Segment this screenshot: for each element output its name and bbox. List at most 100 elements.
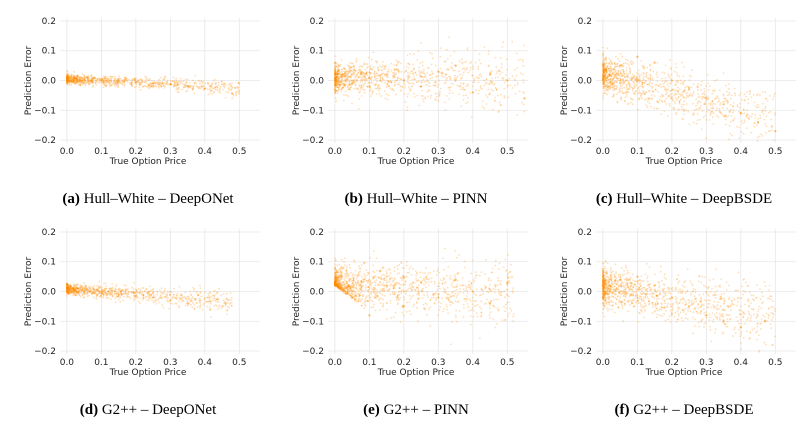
scatter-point (412, 82, 414, 84)
scatter-point (138, 79, 140, 81)
scatter-point (414, 96, 416, 98)
scatter-point (138, 86, 140, 88)
scatter-point (676, 80, 678, 82)
scatter-point (479, 59, 481, 61)
scatter-point (728, 115, 730, 117)
scatter-point (164, 290, 166, 292)
scatter-point (741, 99, 743, 101)
scatter-point (486, 103, 488, 105)
scatter-point (175, 85, 177, 87)
scatter-point (756, 94, 758, 96)
scatter-point (355, 76, 357, 78)
scatter-point (489, 83, 491, 85)
scatter-point (666, 98, 668, 100)
scatter-point (436, 96, 438, 98)
scatter-point (376, 62, 378, 64)
scatter-point (350, 272, 352, 274)
scatter-point (113, 82, 115, 84)
scatter-point (155, 85, 157, 87)
scatter-point (710, 113, 712, 115)
scatter-point (498, 289, 500, 291)
scatter-point (712, 103, 714, 105)
scatter-point (704, 102, 706, 104)
scatter-point (374, 71, 376, 73)
scatter-point (464, 267, 466, 269)
scatter-point (756, 107, 758, 109)
scatter-point (400, 85, 402, 87)
scatter-point (418, 70, 420, 72)
scatter-point (608, 63, 610, 65)
scatter-point (350, 86, 352, 88)
scatter-point (602, 53, 604, 55)
scatter-point (669, 75, 671, 77)
scatter-point (171, 80, 173, 82)
scatter-point (683, 84, 685, 86)
scatter-point (371, 93, 373, 95)
scatter-point (392, 291, 394, 293)
scatter-point (118, 75, 120, 77)
scatter-point (372, 91, 374, 93)
scatter-point (386, 318, 388, 320)
scatter-point (519, 90, 521, 92)
scatter-point (215, 89, 217, 91)
scatter-point (95, 80, 97, 82)
scatter-point (408, 87, 410, 89)
scatter-point (621, 90, 623, 92)
scatter-point (93, 85, 95, 87)
scatter-point (664, 81, 666, 83)
scatter-point (509, 78, 511, 80)
scatter-point (345, 90, 347, 92)
scatter-point (512, 75, 514, 77)
scatter-point (482, 101, 484, 103)
scatter-point (151, 293, 153, 295)
scatter-point (348, 274, 350, 276)
scatter-point (647, 97, 649, 99)
scatter-point (632, 90, 634, 92)
scatter-point (602, 83, 604, 85)
scatter-point (407, 81, 409, 83)
scatter-point (468, 287, 470, 289)
scatter-point (138, 81, 140, 83)
scatter-point (132, 81, 134, 83)
scatter-point (660, 86, 662, 88)
scatter-point (196, 302, 198, 304)
scatter-point (423, 79, 425, 81)
scatter-point (169, 294, 171, 296)
scatter-point (692, 103, 694, 105)
scatter-point (616, 86, 618, 88)
scatter-point (715, 98, 717, 100)
scatter-point (376, 257, 378, 259)
scatter-point (623, 87, 625, 89)
scatter-point (387, 99, 389, 101)
scatter-point (645, 98, 647, 100)
scatter-point (373, 51, 375, 53)
scatter-point (375, 88, 377, 90)
scatter-point (447, 78, 449, 80)
scatter-point (643, 79, 645, 81)
scatter-point (209, 309, 211, 311)
scatter-point (155, 303, 157, 305)
scatter-point (605, 79, 607, 81)
scatter-point (733, 119, 735, 121)
scatter-point (725, 85, 727, 87)
scatter-point (498, 69, 500, 71)
scatter-point (437, 285, 439, 287)
scatter-point (660, 83, 662, 85)
scatter-point (138, 301, 140, 303)
scatter-point (523, 92, 525, 94)
scatter-point (509, 85, 511, 87)
scatter-point (602, 80, 604, 82)
scatter-point (227, 302, 229, 304)
scatter-point (473, 293, 475, 295)
scatter-point (746, 109, 748, 111)
scatter-point (358, 98, 360, 100)
scatter-point (404, 71, 406, 73)
scatter-point (178, 301, 180, 303)
scatter-point (193, 288, 195, 290)
scatter-point (412, 268, 414, 270)
scatter-point (639, 97, 641, 99)
scatter-point (705, 115, 707, 117)
scatter-point (422, 297, 424, 299)
scatter-point (358, 77, 360, 79)
